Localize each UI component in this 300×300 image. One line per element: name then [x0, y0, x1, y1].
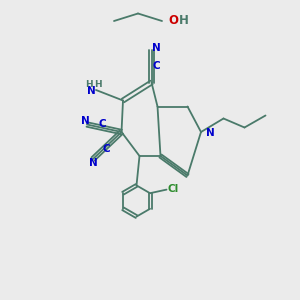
Text: N: N: [88, 158, 98, 168]
Text: C: C: [99, 119, 106, 129]
Text: N: N: [152, 43, 160, 53]
Text: C: C: [103, 144, 110, 154]
Text: H: H: [85, 80, 93, 89]
Text: C: C: [152, 61, 160, 71]
Text: H: H: [178, 14, 188, 27]
Text: O: O: [168, 14, 178, 27]
Text: Cl: Cl: [167, 184, 179, 194]
Text: N: N: [206, 128, 215, 138]
Text: H: H: [94, 80, 101, 89]
Text: N: N: [81, 116, 90, 126]
Text: N: N: [87, 85, 96, 96]
